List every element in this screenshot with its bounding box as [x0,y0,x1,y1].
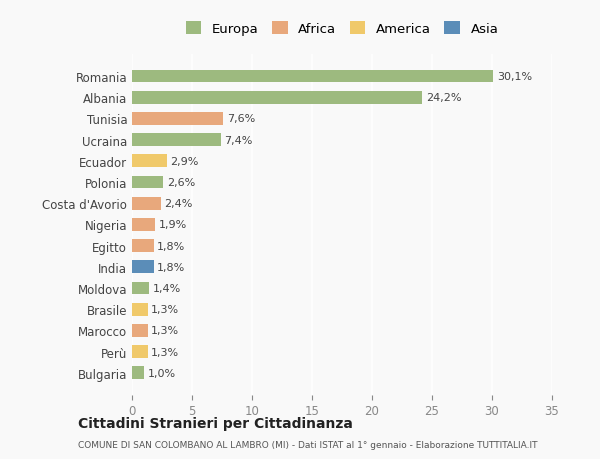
Bar [132,218,155,231]
Text: COMUNE DI SAN COLOMBANO AL LAMBRO (MI) - Dati ISTAT al 1° gennaio - Elaborazione: COMUNE DI SAN COLOMBANO AL LAMBRO (MI) -… [78,441,538,449]
Text: 7,4%: 7,4% [224,135,253,146]
Bar [132,176,163,189]
Text: 1,0%: 1,0% [148,368,176,378]
Text: 30,1%: 30,1% [497,72,532,82]
Text: 1,4%: 1,4% [152,283,181,293]
Legend: Europa, Africa, America, Asia: Europa, Africa, America, Asia [182,17,502,39]
Bar [132,92,422,104]
Text: 24,2%: 24,2% [426,93,461,103]
Bar [132,325,148,337]
Bar [132,303,148,316]
Text: 2,6%: 2,6% [167,178,195,188]
Text: 2,9%: 2,9% [170,157,199,167]
Text: 1,3%: 1,3% [151,326,179,336]
Bar [132,282,149,295]
Text: Cittadini Stranieri per Cittadinanza: Cittadini Stranieri per Cittadinanza [78,416,353,430]
Bar [132,71,493,83]
Bar [132,346,148,358]
Bar [132,367,144,379]
Text: 1,8%: 1,8% [157,241,185,251]
Bar [132,240,154,252]
Bar [132,197,161,210]
Text: 7,6%: 7,6% [227,114,255,124]
Bar [132,113,223,125]
Text: 1,3%: 1,3% [151,304,179,314]
Text: 1,3%: 1,3% [151,347,179,357]
Text: 2,4%: 2,4% [164,199,193,209]
Bar [132,261,154,274]
Bar [132,155,167,168]
Text: 1,9%: 1,9% [158,220,187,230]
Bar [132,134,221,147]
Text: 1,8%: 1,8% [157,262,185,272]
